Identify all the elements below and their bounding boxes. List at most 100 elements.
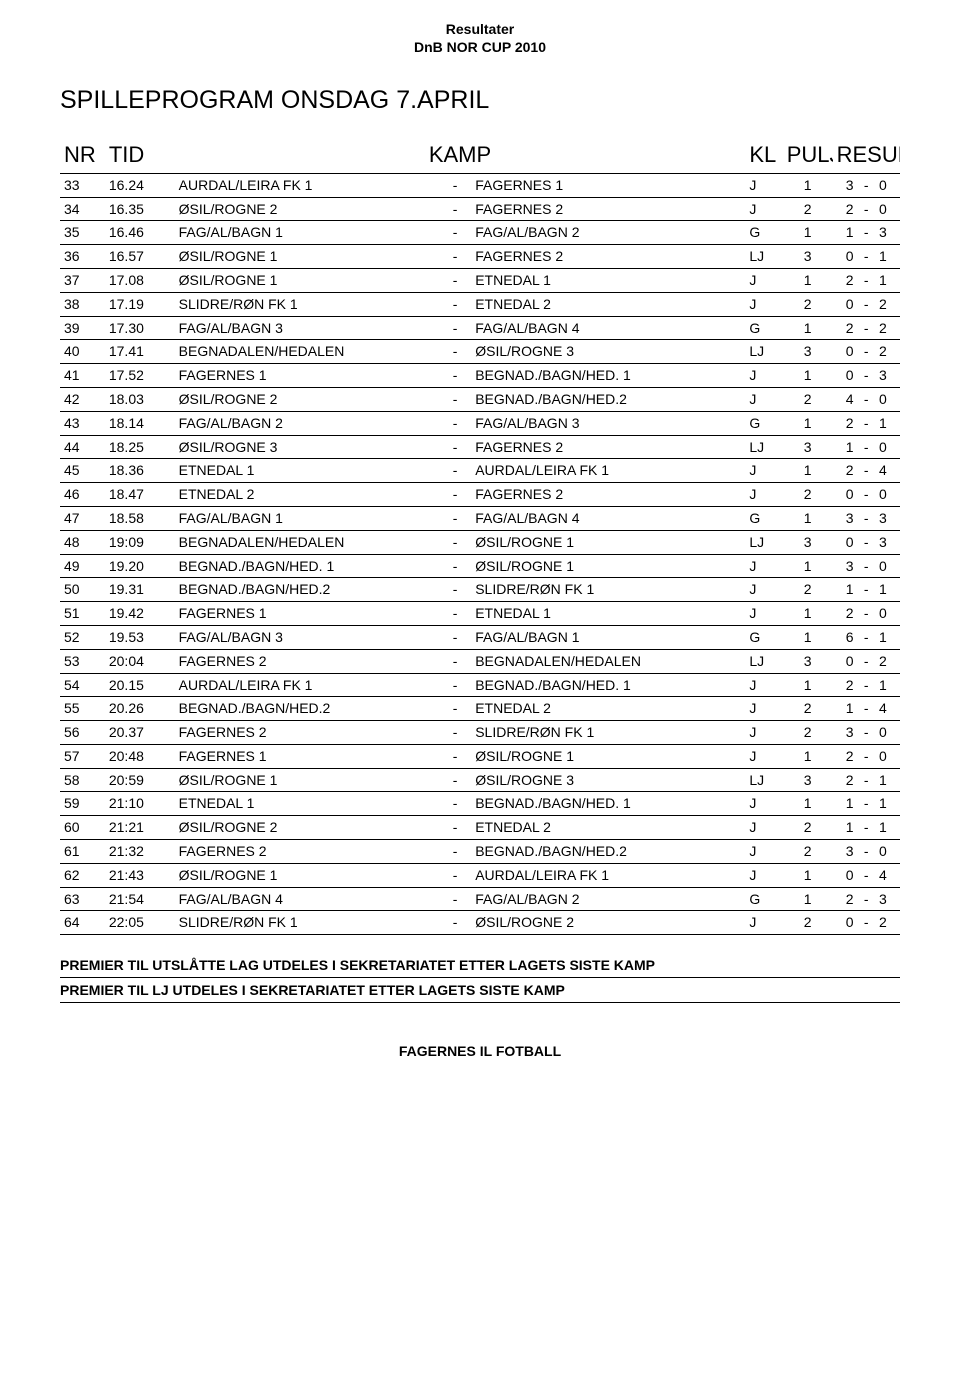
col-header-nr: NR (60, 139, 105, 173)
cell-score-1: 3 (833, 506, 858, 530)
cell-pulje: 2 (783, 292, 833, 316)
cell-score-1: 2 (833, 316, 858, 340)
cell-away: FAGERNES 2 (471, 245, 745, 269)
cell-pulje: 2 (783, 578, 833, 602)
cell-score-dash: - (858, 292, 875, 316)
cell-score-2: 2 (875, 911, 900, 935)
cell-kl: LJ (745, 768, 782, 792)
cell-score-dash: - (858, 340, 875, 364)
cell-tid: 18.36 (105, 459, 175, 483)
cell-away: ØSIL/ROGNE 1 (471, 530, 745, 554)
cell-score-dash: - (858, 602, 875, 626)
header-line-1: Resultater (60, 20, 900, 38)
cell-score-2: 0 (875, 173, 900, 197)
cell-home: BEGNADALEN/HEDALEN (175, 530, 449, 554)
cell-nr: 41 (60, 364, 105, 388)
footer-line-2: PREMIER TIL LJ UTDELES I SEKRETARIATET E… (60, 978, 900, 1003)
cell-kl: G (745, 506, 782, 530)
cell-score-2: 3 (875, 364, 900, 388)
table-row: 6221:43ØSIL/ROGNE 1-AURDAL/LEIRA FK 1J10… (60, 863, 900, 887)
table-row: 5820:59ØSIL/ROGNE 1-ØSIL/ROGNE 3LJ32-1 (60, 768, 900, 792)
cell-pulje: 1 (783, 887, 833, 911)
cell-dash: - (449, 530, 471, 554)
cell-tid: 21:10 (105, 792, 175, 816)
cell-tid: 16.35 (105, 197, 175, 221)
cell-score-2: 0 (875, 602, 900, 626)
cell-dash: - (449, 435, 471, 459)
cell-kl: J (745, 554, 782, 578)
cell-pulje: 2 (783, 911, 833, 935)
cell-score-2: 0 (875, 744, 900, 768)
cell-kl: J (745, 911, 782, 935)
cell-away: BEGNAD./BAGN/HED.2 (471, 387, 745, 411)
cell-dash: - (449, 268, 471, 292)
cell-score-2: 1 (875, 578, 900, 602)
cell-home: ETNEDAL 1 (175, 459, 449, 483)
cell-away: AURDAL/LEIRA FK 1 (471, 863, 745, 887)
cell-home: ØSIL/ROGNE 1 (175, 245, 449, 269)
cell-score-1: 0 (833, 483, 858, 507)
cell-score-2: 0 (875, 483, 900, 507)
cell-kl: J (745, 387, 782, 411)
cell-dash: - (449, 316, 471, 340)
cell-score-dash: - (858, 506, 875, 530)
table-row: 4718.58FAG/AL/BAGN 1-FAG/AL/BAGN 4G13-3 (60, 506, 900, 530)
cell-score-1: 1 (833, 792, 858, 816)
cell-score-1: 4 (833, 387, 858, 411)
cell-nr: 56 (60, 721, 105, 745)
cell-score-2: 3 (875, 530, 900, 554)
cell-home: AURDAL/LEIRA FK 1 (175, 673, 449, 697)
cell-home: ØSIL/ROGNE 1 (175, 863, 449, 887)
cell-score-1: 1 (833, 221, 858, 245)
cell-home: ØSIL/ROGNE 2 (175, 197, 449, 221)
cell-tid: 20.37 (105, 721, 175, 745)
col-header-resultat: RESULTAT (833, 139, 900, 173)
cell-tid: 18.14 (105, 411, 175, 435)
cell-tid: 19.31 (105, 578, 175, 602)
cell-score-1: 0 (833, 292, 858, 316)
cell-score-2: 1 (875, 245, 900, 269)
cell-kl: J (745, 268, 782, 292)
cell-tid: 20:04 (105, 649, 175, 673)
cell-score-1: 1 (833, 435, 858, 459)
cell-nr: 38 (60, 292, 105, 316)
cell-score-dash: - (858, 554, 875, 578)
cell-dash: - (449, 245, 471, 269)
col-header-kl: KL (745, 139, 782, 173)
cell-pulje: 3 (783, 340, 833, 364)
cell-kl: J (745, 459, 782, 483)
cell-home: FAGERNES 2 (175, 840, 449, 864)
cell-kl: G (745, 316, 782, 340)
cell-dash: - (449, 364, 471, 388)
cell-score-dash: - (858, 721, 875, 745)
cell-away: ØSIL/ROGNE 1 (471, 554, 745, 578)
table-row: 6021:21ØSIL/ROGNE 2-ETNEDAL 2J21-1 (60, 816, 900, 840)
cell-pulje: 1 (783, 364, 833, 388)
cell-kl: G (745, 625, 782, 649)
cell-tid: 19:09 (105, 530, 175, 554)
cell-tid: 21:54 (105, 887, 175, 911)
cell-score-dash: - (858, 673, 875, 697)
cell-home: FAGERNES 1 (175, 602, 449, 626)
cell-kl: J (745, 697, 782, 721)
table-row: 5921:10ETNEDAL 1-BEGNAD./BAGN/HED. 1J11-… (60, 792, 900, 816)
cell-score-dash: - (858, 483, 875, 507)
table-row: 6121:32FAGERNES 2-BEGNAD./BAGN/HED.2J23-… (60, 840, 900, 864)
cell-nr: 52 (60, 625, 105, 649)
cell-score-1: 0 (833, 340, 858, 364)
cell-score-2: 1 (875, 625, 900, 649)
cell-dash: - (449, 721, 471, 745)
cell-score-dash: - (858, 435, 875, 459)
cell-score-2: 2 (875, 340, 900, 364)
cell-score-1: 0 (833, 649, 858, 673)
cell-score-2: 1 (875, 268, 900, 292)
schedule-table: NR TID KAMP KL PULJE RESULTAT 3316.24AUR… (60, 139, 900, 935)
cell-home: ØSIL/ROGNE 2 (175, 816, 449, 840)
cell-kl: LJ (745, 530, 782, 554)
cell-away: BEGNAD./BAGN/HED. 1 (471, 673, 745, 697)
cell-home: BEGNAD./BAGN/HED. 1 (175, 554, 449, 578)
cell-score-1: 2 (833, 197, 858, 221)
table-row: 3717.08ØSIL/ROGNE 1-ETNEDAL 1J12-1 (60, 268, 900, 292)
cell-dash: - (449, 340, 471, 364)
table-row: 5420.15AURDAL/LEIRA FK 1-BEGNAD./BAGN/HE… (60, 673, 900, 697)
